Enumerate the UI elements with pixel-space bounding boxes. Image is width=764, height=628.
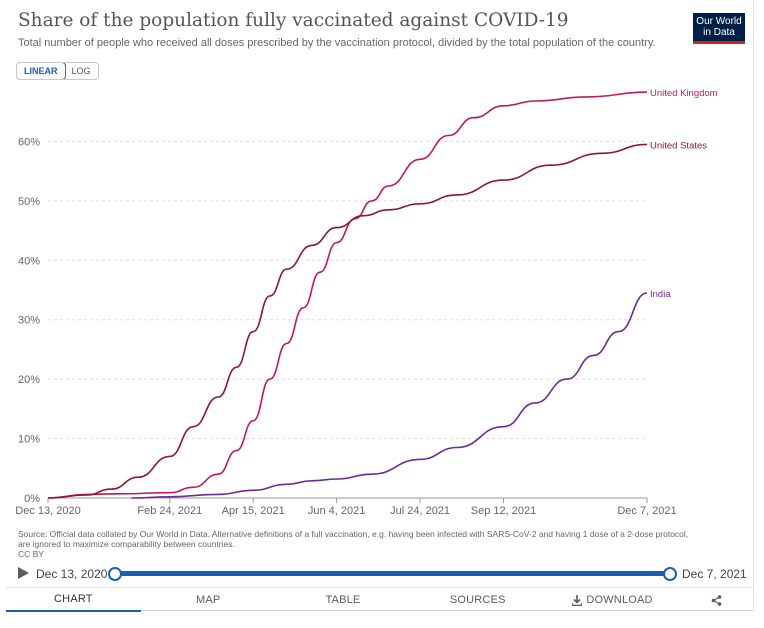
y-tick-label: 0%: [24, 493, 40, 505]
x-tick-label: Dec 7, 2021: [617, 505, 676, 517]
x-axis: Dec 13, 2020 Feb 24, 2021 Apr 15, 2021 Jun …: [15, 497, 677, 517]
x-tick-label: Jun 4, 2021: [308, 505, 366, 517]
y-tick-label: 30%: [18, 315, 40, 327]
linear-scale-button[interactable]: LINEAR: [16, 63, 66, 79]
timeline-start-handle[interactable]: [108, 567, 122, 581]
series-line-united-kingdom: [47, 91, 648, 499]
timeline-end-label: Dec 7, 2021: [682, 567, 747, 581]
tab-sources[interactable]: SOURCES: [449, 594, 506, 606]
series-label-united-states: United States: [650, 140, 707, 151]
series-labels: United Kingdom United States India: [650, 88, 718, 300]
timeline-end-handle[interactable]: [663, 567, 677, 581]
tab-download[interactable]: DOWNLOAD: [545, 588, 680, 612]
license-text: CC BY: [18, 549, 44, 559]
log-scale-button[interactable]: LOG: [71, 66, 91, 76]
gridlines: [48, 140, 647, 440]
chart-subtitle: Total number of people who received all …: [18, 37, 656, 49]
x-tick-label: Jul 24, 2021: [390, 505, 450, 517]
download-icon: [572, 594, 583, 606]
bottom-tabs: CHART MAP TABLE SOURCES DOWNLOAD: [6, 587, 754, 612]
tab-chart[interactable]: CHART: [6, 588, 141, 612]
tab-share[interactable]: [680, 588, 754, 612]
x-tick-label: Feb 24, 2021: [137, 505, 202, 517]
x-tick-label: Apr 15, 2021: [222, 505, 285, 517]
scale-toggle: LINEAR LOG: [16, 62, 99, 80]
play-icon[interactable]: [18, 567, 29, 579]
y-axis-ticks: 0% 10% 20% 30% 40% 50% 60%: [18, 136, 40, 505]
logo-line2: in Data: [703, 27, 735, 38]
y-tick-label: 10%: [18, 434, 40, 446]
source-line-2: are ignored to maximize comparability be…: [18, 539, 235, 549]
timeline-track[interactable]: [115, 571, 670, 576]
owid-logo[interactable]: Our World in Data: [693, 13, 745, 44]
chart-frame: [6, 0, 754, 611]
series-line-united-states: [47, 143, 648, 499]
timeline-start-label: Dec 13, 2020: [36, 567, 108, 581]
x-tick-label: Dec 13, 2020: [15, 505, 80, 517]
series-lines: [47, 91, 648, 499]
y-tick-label: 50%: [18, 196, 40, 208]
y-tick-label: 60%: [18, 136, 40, 148]
series-label-united-kingdom: United Kingdom: [650, 88, 718, 99]
x-tick-label: Sep 12, 2021: [471, 505, 536, 517]
y-tick-label: 40%: [18, 255, 40, 267]
tab-table[interactable]: TABLE: [325, 594, 361, 606]
share-icon: [712, 594, 722, 606]
y-tick-label: 20%: [18, 374, 40, 386]
line-chart: 0% 10% 20% 30% 40% 50% 60% Dec 13, 2020 Feb 24,…: [15, 88, 718, 517]
tab-download-label: DOWNLOAD: [586, 594, 653, 606]
source-line-1: Source: Official data collated by Our Wo…: [18, 529, 689, 539]
logo-line1: Our World: [696, 16, 742, 27]
series-label-india: India: [650, 289, 671, 300]
timeline: Dec 13, 2020 Dec 7, 2021: [18, 565, 748, 583]
tab-map[interactable]: MAP: [195, 594, 221, 606]
chart-title: Share of the population fully vaccinated…: [18, 10, 569, 31]
source-note: Source: Official data collated by Our Wo…: [18, 529, 718, 559]
series-line-india: [131, 292, 648, 499]
